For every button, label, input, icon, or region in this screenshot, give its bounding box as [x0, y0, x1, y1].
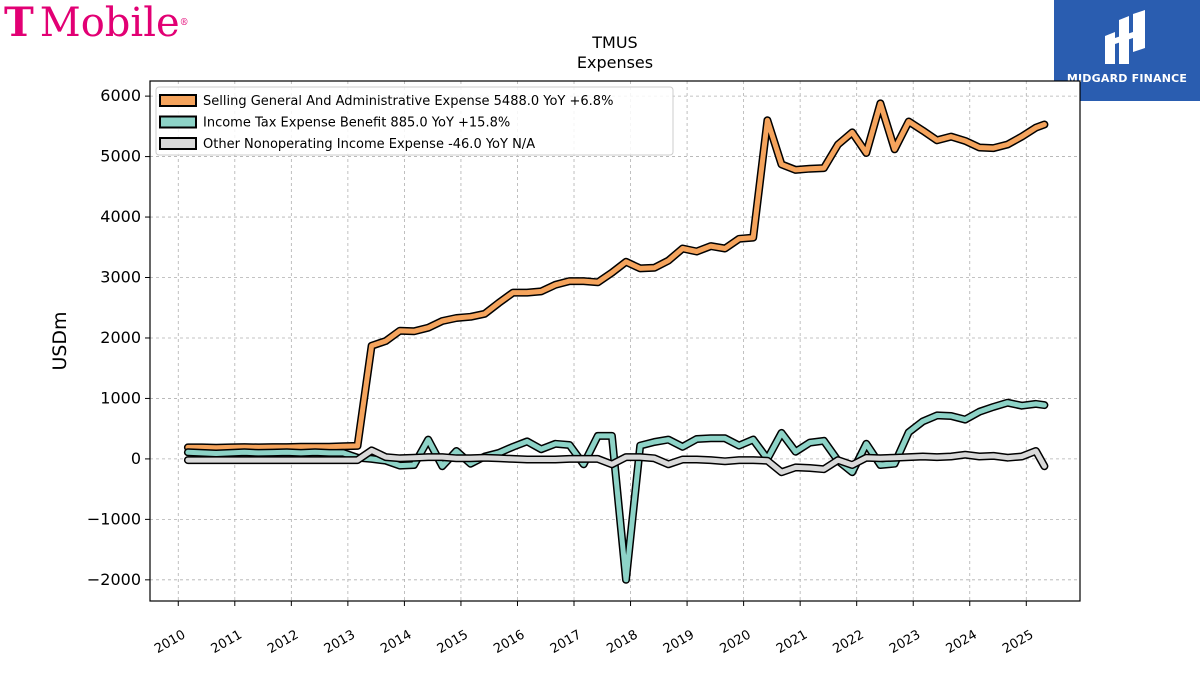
x-tick-label: 2016	[491, 627, 527, 657]
series-0	[183, 99, 1049, 452]
x-tick-label: 2022	[831, 627, 867, 657]
legend-label: Other Nonoperating Income Expense -46.0 …	[203, 137, 535, 152]
x-tick-label: 2021	[774, 627, 810, 657]
x-tick-label: 2018	[604, 627, 640, 657]
y-tick-label: 5000	[100, 147, 141, 166]
y-tick-label: 4000	[100, 207, 141, 226]
series-group	[183, 99, 1049, 584]
x-tick-label: 2011	[209, 627, 245, 657]
legend-swatch	[159, 94, 197, 107]
y-tick-label: 3000	[100, 268, 141, 287]
x-axis: 2010 2011 2012 2013 2014 2015 2016 2017 2018 2019…	[152, 601, 1036, 657]
company-logo: T Mobile®	[4, 0, 189, 46]
company-logo-mark: T	[4, 0, 34, 46]
x-tick-label: 2012	[265, 627, 301, 657]
legend-label: Selling General And Administrative Expen…	[203, 94, 613, 109]
x-tick-label: 2013	[322, 627, 358, 657]
series-line	[185, 447, 1047, 475]
x-tick-label: 2015	[435, 627, 471, 657]
series-1	[183, 398, 1049, 584]
series-line	[185, 400, 1047, 583]
y-axis-label: USDm	[49, 311, 71, 370]
y-tick-label: −2000	[87, 570, 141, 589]
x-tick-label: 2017	[548, 627, 584, 657]
y-axis: −2000 −1000 0 1000 2000 3000 4000 5000 6000	[87, 86, 150, 589]
x-tick-label: 2023	[887, 627, 923, 657]
trademark-symbol: ®	[179, 18, 189, 28]
legend: Selling General And Administrative Expen…	[155, 86, 674, 156]
series-2	[183, 446, 1049, 477]
grid	[150, 81, 1080, 601]
y-tick-label: 1000	[100, 388, 141, 407]
partner-logo: MIDGARD FINANCE	[1054, 0, 1200, 101]
x-tick-label: 2020	[717, 627, 753, 657]
y-tick-label: 2000	[100, 328, 141, 347]
legend-swatch	[159, 115, 197, 129]
company-logo-text: Mobile	[39, 0, 180, 46]
x-tick-label: 2010	[152, 627, 188, 657]
y-tick-label: 6000	[100, 86, 141, 105]
chart-subtitle: Expenses	[577, 53, 653, 72]
plot-border	[149, 80, 1081, 602]
chart-title: TMUS	[591, 33, 637, 52]
partner-name: MIDGARD FINANCE	[1066, 72, 1188, 85]
legend-swatch	[159, 137, 197, 150]
x-tick-label: 2024	[944, 627, 980, 657]
plot-area	[150, 81, 1080, 601]
y-tick-label: 0	[131, 449, 141, 468]
series-line	[185, 100, 1047, 451]
y-tick-label: −1000	[87, 509, 141, 528]
partner-emblem-icon	[1105, 10, 1145, 64]
x-tick-label: 2019	[661, 627, 697, 657]
legend-box	[155, 86, 674, 156]
x-tick-label: 2014	[378, 627, 414, 657]
legend-label: Income Tax Expense Benefit 885.0 YoY +15…	[203, 116, 510, 131]
x-tick-label: 2025	[1000, 627, 1036, 657]
